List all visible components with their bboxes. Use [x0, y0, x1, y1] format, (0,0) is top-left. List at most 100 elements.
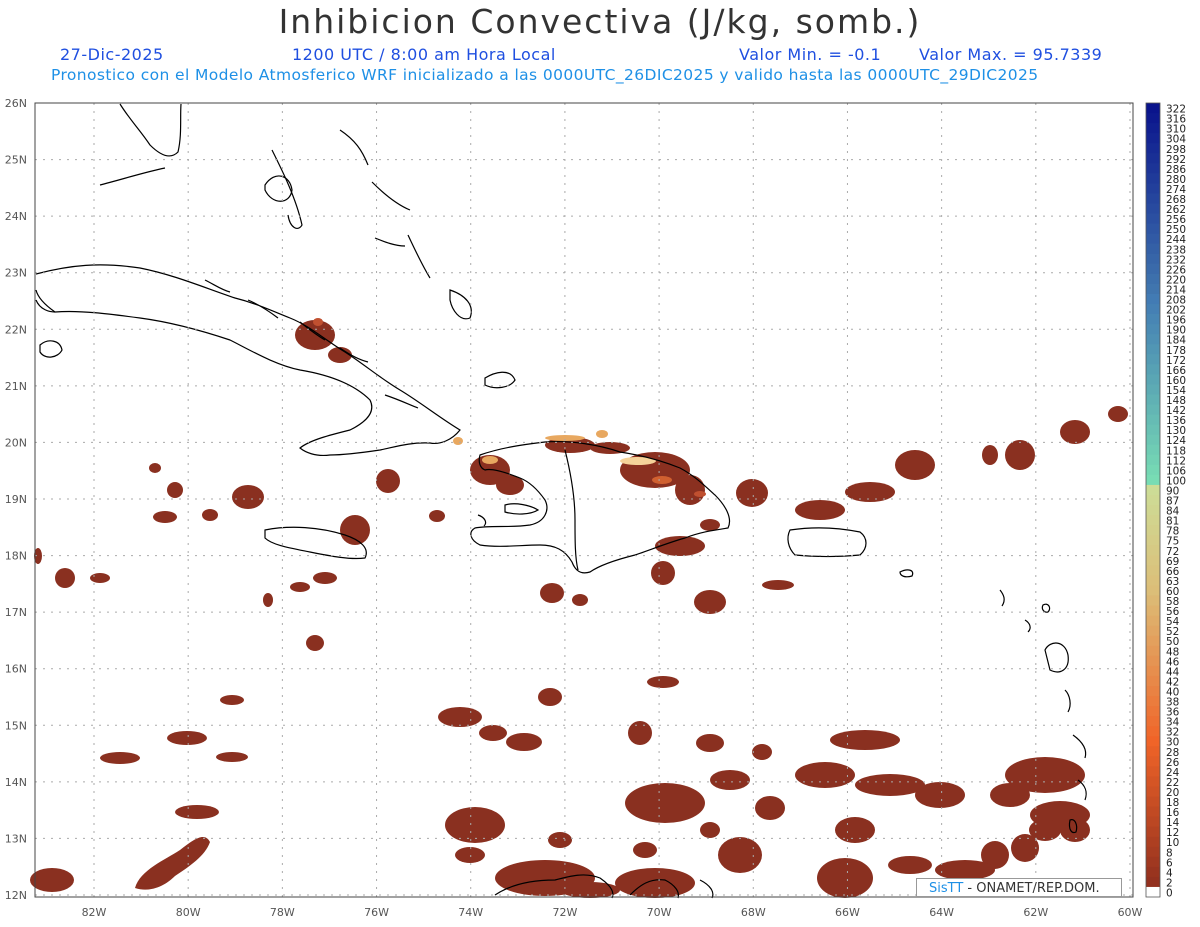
colorbar-label: 274	[1166, 184, 1186, 196]
colorbar-label: 50	[1166, 636, 1179, 648]
colorbar-swatch	[1146, 273, 1160, 285]
lon-label: 70W	[647, 906, 672, 919]
lon-label: 60W	[1118, 906, 1143, 919]
colorbar-label: 2	[1166, 877, 1173, 889]
colorbar-label: 100	[1166, 475, 1186, 487]
colorbar-label: 18	[1166, 797, 1179, 809]
colorbar-label: 136	[1166, 415, 1186, 427]
lon-label: 78W	[270, 906, 295, 919]
colorbar-label: 268	[1166, 194, 1186, 206]
lat-lon-grid	[35, 102, 1133, 897]
south-america-coast	[494, 874, 614, 899]
colorbar-swatch	[1146, 424, 1160, 436]
lon-label: 76W	[364, 906, 389, 919]
colorbar-label: 154	[1166, 385, 1186, 397]
colorbar-label: 106	[1166, 465, 1186, 477]
colorbar-label: 34	[1166, 717, 1180, 729]
colorbar-label: 184	[1166, 335, 1186, 347]
colorbar-swatch	[1146, 454, 1160, 466]
colorbar-label: 208	[1166, 295, 1186, 307]
colorbar-swatch	[1146, 183, 1160, 194]
colorbar-label: 304	[1166, 134, 1186, 146]
colorbar-label: 81	[1166, 516, 1179, 528]
colorbar-label: 54	[1166, 616, 1180, 628]
colorbar-label: 87	[1166, 496, 1179, 508]
lat-label: 24N	[5, 210, 27, 223]
lon-label: 80W	[176, 906, 201, 919]
colorbar-swatch	[1146, 404, 1160, 416]
colorbar-swatch	[1146, 515, 1160, 526]
colorbar-swatch	[1146, 444, 1160, 456]
colorbar-swatch	[1146, 685, 1160, 697]
colorbar-label: 58	[1166, 596, 1179, 608]
sistt-logo: SisTT	[929, 881, 964, 896]
colorbar-swatch	[1146, 575, 1160, 586]
colorbar-label: 214	[1166, 284, 1186, 296]
colorbar-label: 238	[1166, 244, 1186, 256]
colorbar-label: 226	[1166, 264, 1186, 276]
colorbar-label: 130	[1166, 425, 1186, 437]
colorbar-swatch	[1146, 283, 1160, 295]
colorbar-label: 148	[1166, 395, 1186, 407]
colorbar-swatch	[1146, 786, 1160, 797]
coastlines	[35, 103, 1087, 899]
lat-label: 18N	[5, 550, 27, 563]
colorbar-label: 72	[1166, 546, 1179, 558]
colorbar-swatch	[1146, 203, 1160, 215]
colorbar-swatch	[1146, 233, 1160, 245]
colorbar: 3223163103042982922862802742682622562502…	[1145, 102, 1186, 900]
lat-label: 22N	[5, 323, 27, 336]
colorbar-label: 220	[1166, 274, 1186, 286]
colorbar-label: 4	[1166, 867, 1173, 879]
colorbar-label: 166	[1166, 365, 1186, 377]
colorbar-label: 26	[1166, 757, 1180, 769]
colorbar-label: 322	[1166, 104, 1186, 116]
lat-label: 26N	[5, 97, 27, 110]
colorbar-swatch	[1146, 173, 1160, 184]
colorbar-swatch	[1146, 374, 1160, 385]
colorbar-label: 78	[1166, 526, 1179, 538]
colorbar-label: 60	[1166, 586, 1179, 598]
colorbar-swatch	[1146, 806, 1160, 818]
colorbar-swatch	[1146, 484, 1160, 496]
colorbar-swatch	[1146, 414, 1160, 426]
colorbar-swatch	[1146, 505, 1160, 516]
lon-label: 66W	[835, 906, 860, 919]
colorbar-label: 256	[1166, 214, 1186, 226]
colorbar-label: 36	[1166, 707, 1180, 719]
colorbar-label: 38	[1166, 697, 1179, 709]
colorbar-label: 310	[1166, 124, 1186, 136]
colorbar-swatch	[1146, 635, 1160, 647]
colorbar-swatch	[1146, 615, 1160, 627]
hispaniola-coast	[470, 440, 731, 574]
colorbar-swatch	[1146, 866, 1160, 878]
colorbar-swatch	[1146, 133, 1160, 144]
colorbar-label: 262	[1166, 204, 1186, 216]
colorbar-swatch	[1146, 344, 1160, 355]
lon-label: 74W	[458, 906, 483, 919]
colorbar-label: 160	[1166, 375, 1186, 387]
colorbar-label: 24	[1166, 767, 1180, 779]
colorbar-label: 63	[1166, 576, 1179, 588]
credit-box: SisTT - ONAMET/REP.DOM.	[916, 878, 1122, 897]
colorbar-swatch	[1146, 354, 1160, 365]
colorbar-swatch	[1146, 153, 1160, 164]
colorbar-label: 118	[1166, 445, 1186, 457]
lat-label: 14N	[5, 776, 27, 789]
colorbar-label: 69	[1166, 556, 1179, 568]
colorbar-swatch	[1146, 223, 1160, 235]
colorbar-label: 40	[1166, 686, 1179, 698]
colorbar-label: 8	[1166, 847, 1173, 859]
colorbar-label: 172	[1166, 355, 1186, 367]
forecast-subtitle: Pronostico con el Modelo Atmosferico WRF…	[51, 66, 1039, 84]
lat-label: 15N	[5, 719, 27, 732]
colorbar-swatch	[1146, 796, 1160, 808]
value-max: Valor Max. = 95.7339	[919, 45, 1103, 64]
colorbar-label: 292	[1166, 154, 1186, 166]
lat-label: 20N	[5, 436, 27, 449]
colorbar-swatch	[1146, 716, 1160, 727]
colorbar-swatch	[1146, 535, 1160, 546]
colorbar-swatch	[1146, 645, 1160, 657]
colorbar-label: 286	[1166, 164, 1186, 176]
